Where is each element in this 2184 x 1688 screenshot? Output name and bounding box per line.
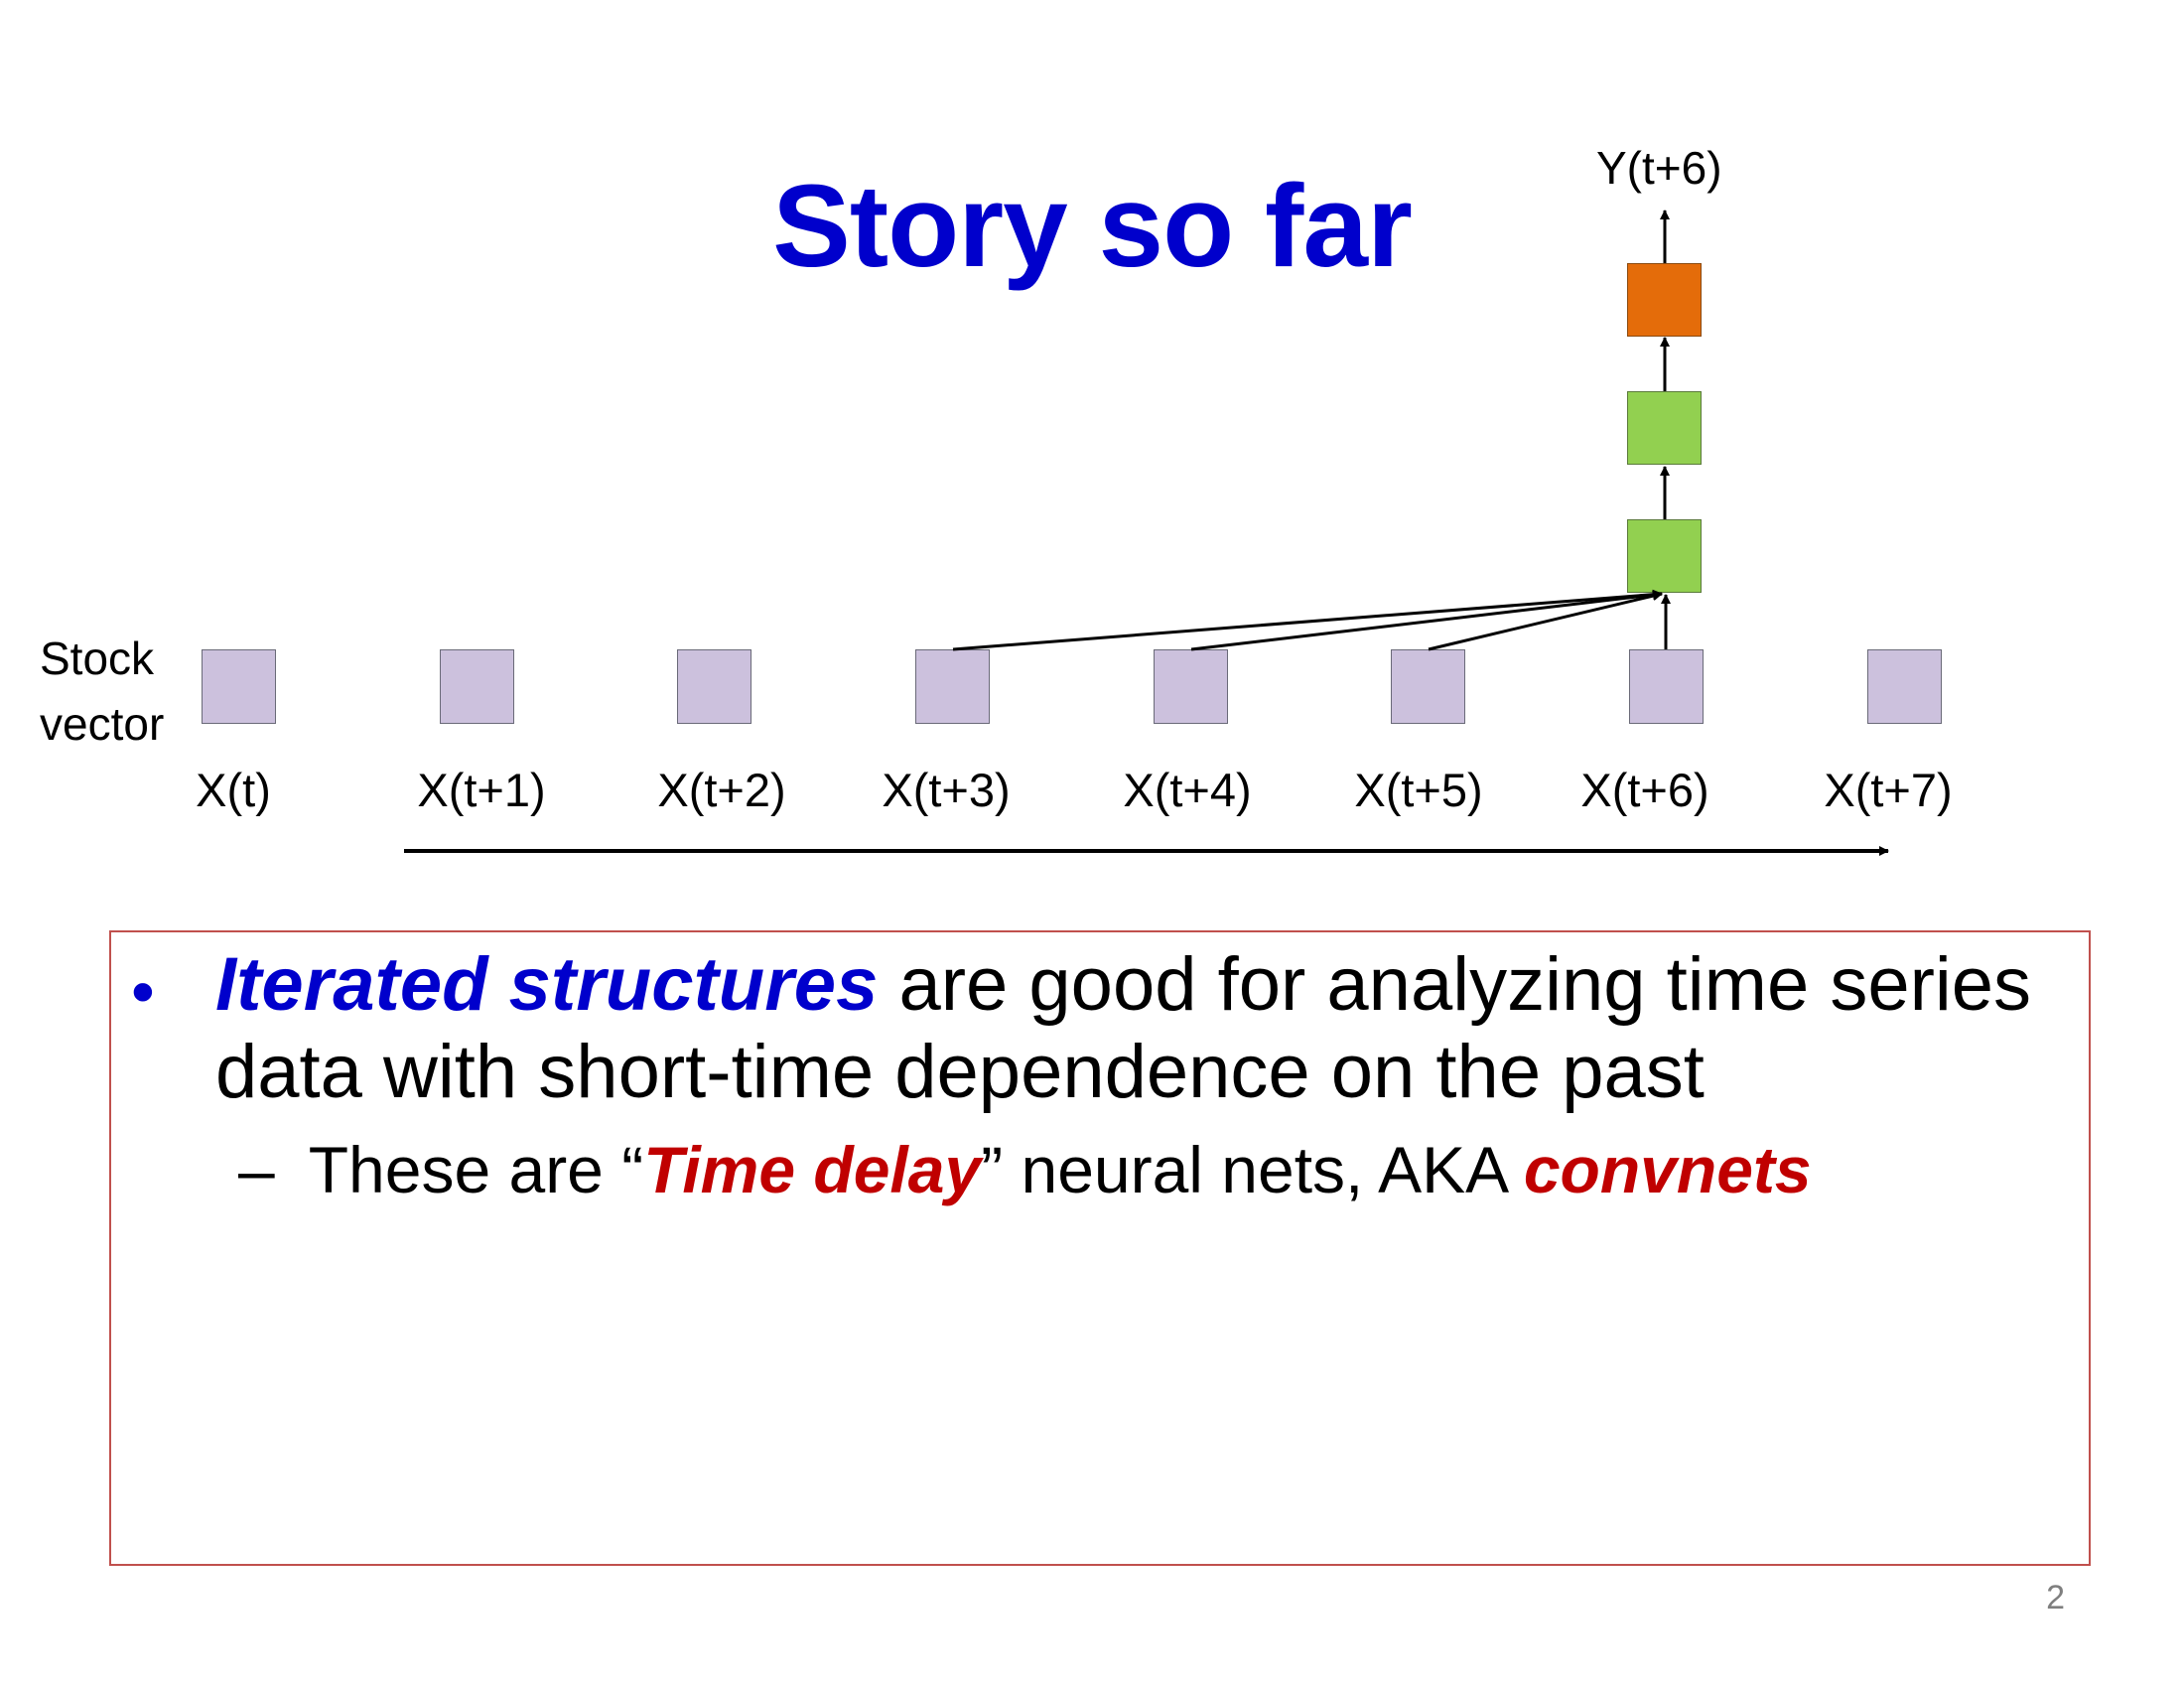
hidden-layer-2 [1627, 391, 1702, 465]
input-box-t4 [1154, 649, 1228, 724]
arrow-from-t5 [1428, 591, 1663, 651]
emphasis-convnets: convnets [1523, 1133, 1812, 1206]
input-box-t [202, 649, 276, 724]
input-box-t7 [1867, 649, 1942, 724]
bullet-1-line-2: data with short-time dependence on the p… [215, 1030, 1705, 1114]
bullet-1-rest: are good for analyzing time series [878, 942, 2032, 1027]
sub-bullet-1: – These are “Time delay” neural nets, AKA… [238, 1132, 1812, 1207]
sub-bullet-pre: These are “ [308, 1133, 644, 1206]
x-label-t6: X(t+6) [1580, 764, 1709, 816]
side-label-vector: vector [40, 698, 165, 750]
x-label-t5: X(t+5) [1354, 764, 1483, 816]
x-label-t7: X(t+7) [1824, 764, 1953, 816]
emphasis-time-delay: Time delay [643, 1133, 982, 1206]
x-label-t4: X(t+4) [1123, 764, 1252, 816]
bullet-1-line-1: Iterated structures are good for analyzi… [215, 941, 2031, 1028]
input-box-t3 [915, 649, 990, 724]
bullet-frame [109, 930, 2091, 1566]
input-box-t6 [1629, 649, 1704, 724]
page-number: 2 [2046, 1579, 2065, 1617]
emphasis-iterated-structures: Iterated structures [215, 942, 879, 1027]
x-label-t2: X(t+2) [657, 764, 786, 816]
sub-bullet-dash: – [238, 1133, 275, 1206]
input-box-t1 [440, 649, 514, 724]
arrow-from-t4 [1190, 590, 1663, 651]
sub-bullet-mid: ” neural nets, AKA [981, 1133, 1524, 1206]
x-label-t3: X(t+3) [882, 764, 1011, 816]
bullet-dot: • [131, 954, 155, 1030]
x-label-t: X(t) [196, 764, 271, 816]
hidden-layer-1 [1627, 519, 1702, 593]
output-node [1627, 263, 1702, 337]
slide-title: Story so far [772, 161, 1413, 292]
arrow-from-t3 [952, 589, 1663, 651]
x-label-t1: X(t+1) [417, 764, 546, 816]
side-label-stock: Stock [40, 633, 155, 684]
output-label: Y(t+6) [1596, 142, 1722, 194]
input-box-t2 [677, 649, 751, 724]
input-box-t5 [1391, 649, 1465, 724]
